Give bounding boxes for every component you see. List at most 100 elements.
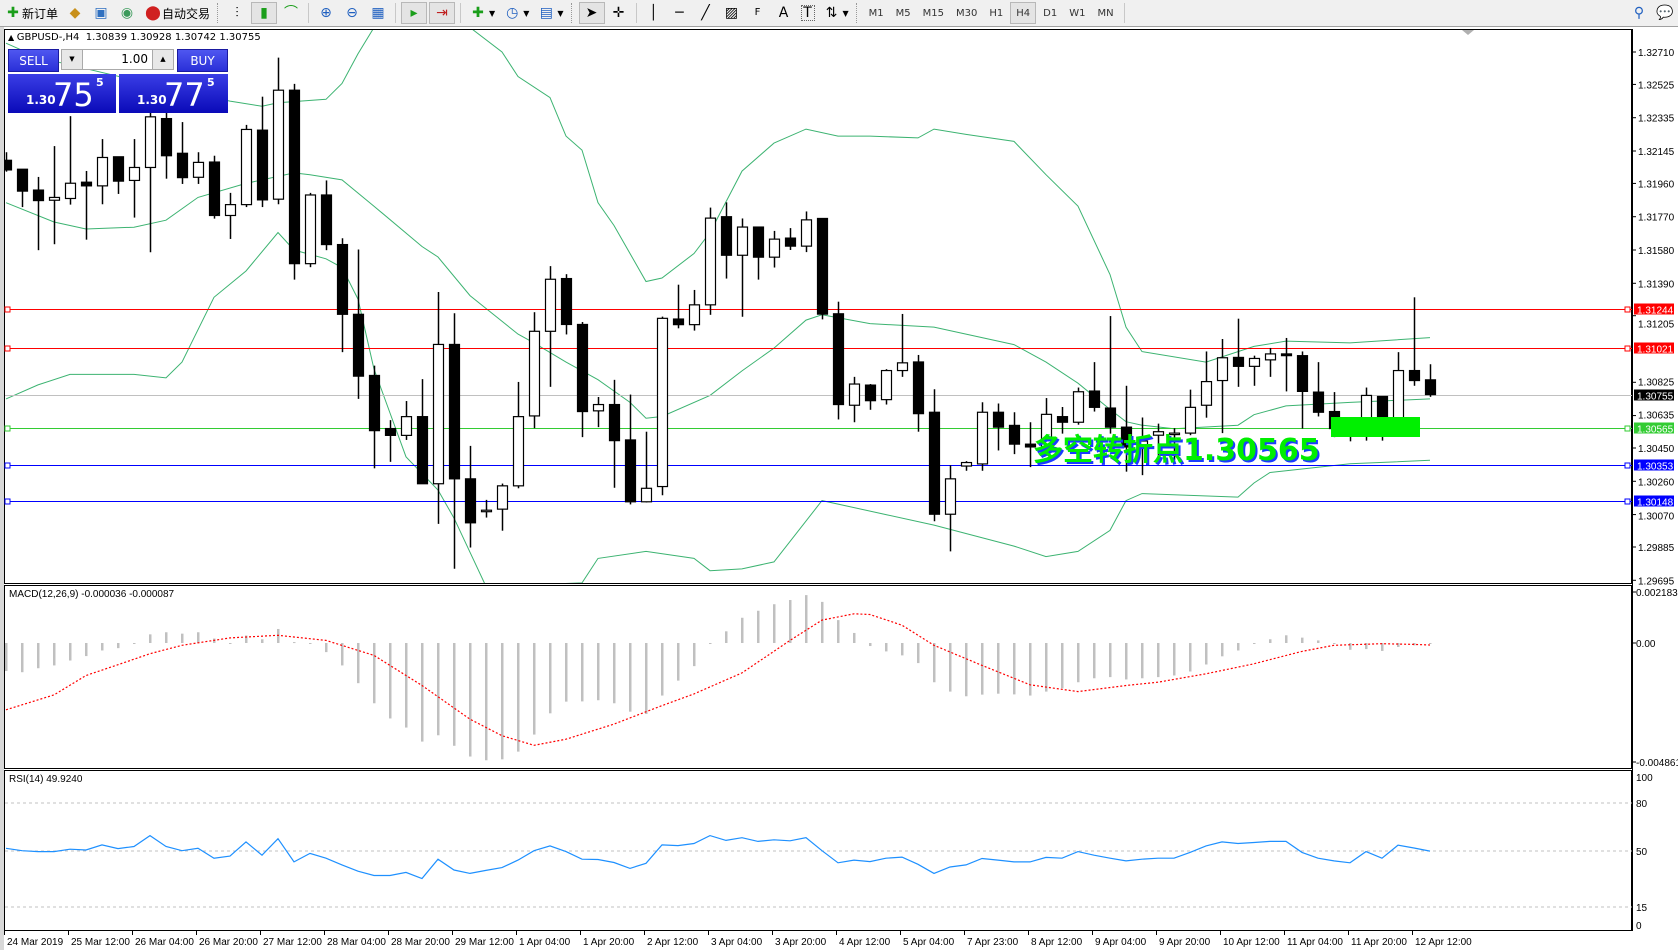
arrows-dropdown[interactable]: ⇅ ▼ [820,2,852,24]
candle-body [736,226,749,256]
buy-price-box[interactable]: 1.30 77 5 [119,74,228,113]
zoom-out-icon: ⊖ [346,5,358,21]
sell-button[interactable]: SELL [8,49,59,72]
timeframe-h4[interactable]: H4 [1010,2,1037,24]
toolbar-grip[interactable] [570,3,575,23]
timeframe-w1[interactable]: W1 [1069,7,1086,19]
macd-histogram-bar [1317,640,1320,643]
text-tool[interactable]: A [772,2,796,24]
price-label: 1.29885 [1638,543,1675,554]
candle-body [1392,369,1405,421]
candle-body [896,362,909,372]
chart-shift-icon: ⇥ [436,5,448,21]
candle [592,397,605,428]
candle [368,365,381,469]
new-order-button[interactable]: ✚ 新订单 [1,2,61,24]
candle-body [400,416,413,436]
candle-body [1040,413,1053,449]
timeframe-m15[interactable]: M15 [922,7,945,19]
timeframe-m1[interactable]: M1 [868,7,884,19]
buy-button[interactable]: BUY [177,49,228,72]
macd-histogram-bar [1365,643,1368,650]
auto-trading-button[interactable]: ⬤ 自动交易 [141,2,213,24]
toolbar-grip[interactable] [217,3,221,23]
periods-dropdown[interactable]: ◷ ▼ [500,2,532,24]
price-label: 1.31770 [1638,213,1675,224]
bar-chart-button[interactable]: ⫶ [225,2,249,24]
price-label: 1.32710 [1638,48,1675,59]
timeframe-d1[interactable]: D1 [1043,7,1058,19]
line-chart-button[interactable]: ⌒ [279,2,303,24]
candle-body [512,416,525,487]
timeframe-mn[interactable]: MN [1097,7,1114,19]
macd-histogram-bar [1301,637,1304,643]
lot-increase-button[interactable]: ▲ [152,50,173,69]
collapse-triangle-icon[interactable]: ▲ [8,33,17,42]
chart-shift-button[interactable]: ⇥ [429,2,456,24]
candle [160,106,173,179]
macd-histogram-bar [245,635,248,643]
search-button[interactable]: ⚲ [1627,2,1651,24]
candle-body [144,116,157,169]
candle-body [1168,432,1181,436]
crosshair-tool[interactable]: ✛ [607,2,631,24]
cursor-tool[interactable]: ➤ [578,2,605,24]
rsi-line [5,834,1431,880]
zoom-out-button[interactable]: ⊖ [340,2,364,24]
text-label-tool[interactable]: T [798,2,818,24]
price-axis: 1.32710 1.32525 1.32335 1.32145 1.31960 1.317… [1632,29,1675,931]
indicators-dropdown[interactable]: ✚ ▼ [466,2,498,24]
green-rectangle-object[interactable] [1331,417,1420,437]
timeframe-h1[interactable]: H1 [989,7,1004,19]
equidistant-channel-tool[interactable]: ▨ [720,2,744,24]
templates-dropdown[interactable]: ▤ ▼ [534,2,566,24]
lot-value[interactable]: 1.00 [121,52,148,66]
bollinger-lower-line [5,231,1431,583]
hline-anchor-right [1624,425,1631,432]
rsi-indicator: 100 80 50 15 0 [5,773,1653,932]
candle [144,102,157,253]
candle-body [1088,390,1101,408]
toolbar-grip[interactable] [855,3,860,23]
candlestick-chart-button[interactable]: ▮ [251,2,278,24]
timeframe-m5[interactable]: M5 [895,7,911,19]
candle [320,180,333,251]
trendline-tool[interactable]: ╱ [694,2,718,24]
sell-price-box[interactable]: 1.30 75 5 [8,74,116,113]
candle-body [368,374,381,432]
candle [1408,297,1421,386]
vertical-line-tool[interactable]: │ [642,2,666,24]
chevron-down-icon: ▼ [523,8,530,18]
lot-decrease-button[interactable]: ▼ [62,50,83,69]
macd-panel[interactable] [4,585,1632,769]
price-tag: 1.30755 [1637,392,1674,403]
price-label: 1.30070 [1638,512,1675,523]
time-axis: 24 Mar 2019 25 Mar 12:00 26 Mar 04:00 26 Ma… [4,931,1472,948]
timeframe-m30[interactable]: M30 [956,7,978,19]
auto-scroll-button[interactable]: ▸ [401,2,428,24]
horizontal-line-tool[interactable]: ─ [668,2,692,24]
auto-trading-label: 自动交易 [162,6,211,21]
zoom-in-icon: ⊕ [320,5,332,21]
candle [416,379,429,485]
macd-histogram-bar [165,632,168,643]
candle [752,226,765,280]
time-label: 26 Mar 20:00 [199,937,258,948]
metaeditor-button[interactable]: ◆ [63,2,87,24]
chart-shift-marker[interactable] [1462,30,1474,35]
turning-point-annotation[interactable]: 多空转折点1.30565 [1033,433,1320,468]
candle-body [800,219,813,247]
signals-button[interactable]: ◉ [115,2,139,24]
lot-size-input[interactable]: ▼ 1.00 ▲ [61,49,174,70]
zoom-in-button[interactable]: ⊕ [314,2,338,24]
fibonacci-tool[interactable]: F [746,2,770,24]
candle [1280,337,1293,392]
candle [912,354,925,432]
time-label: 27 Mar 12:00 [263,937,322,948]
terminal-button[interactable]: ▣ [89,2,113,24]
tile-windows-button[interactable]: ▦ [366,2,390,24]
price-tag-bg [1634,389,1674,401]
macd-histogram-bar [53,643,56,666]
chat-button[interactable]: 💬 [1653,2,1677,24]
